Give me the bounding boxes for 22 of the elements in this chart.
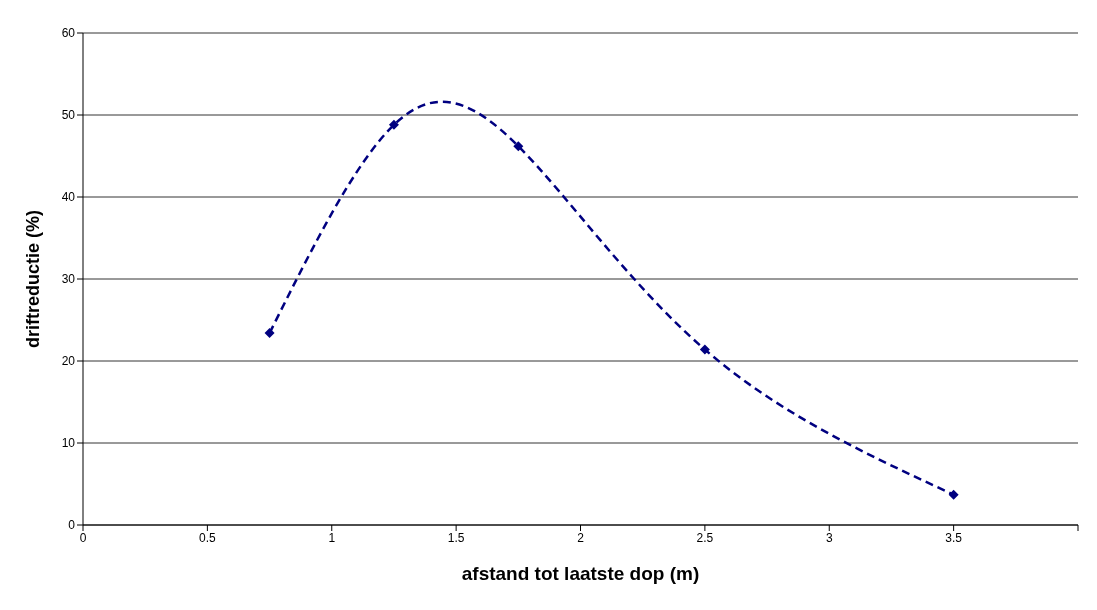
- x-tick-label: 1.5: [447, 530, 465, 545]
- y-tick-label: 40: [61, 190, 76, 205]
- x-tick-label: 2.5: [696, 530, 714, 545]
- x-tick-label: 3: [825, 530, 833, 545]
- y-tick-label: 50: [61, 108, 76, 123]
- y-tick-label: 10: [61, 436, 76, 451]
- y-tick-label: 20: [61, 354, 76, 369]
- x-tick-label: 1: [328, 530, 336, 545]
- x-tick-label: 0: [79, 530, 87, 545]
- point: [699, 344, 710, 355]
- y-tick-label: 0: [68, 518, 76, 533]
- y-tick-label: 60: [61, 26, 76, 41]
- y-tick-label: 30: [61, 272, 76, 287]
- x-tick-label: 2: [577, 530, 585, 545]
- point: [264, 328, 275, 339]
- point: [513, 141, 524, 152]
- x-axis-title: afstand tot laatste dop (m): [461, 563, 700, 584]
- x-tick-label: 3.5: [945, 530, 963, 545]
- x-tick-label: 0.5: [199, 530, 217, 545]
- y-axis-title: driftreductie (%): [23, 209, 44, 349]
- point: [388, 119, 399, 130]
- point: [948, 489, 959, 500]
